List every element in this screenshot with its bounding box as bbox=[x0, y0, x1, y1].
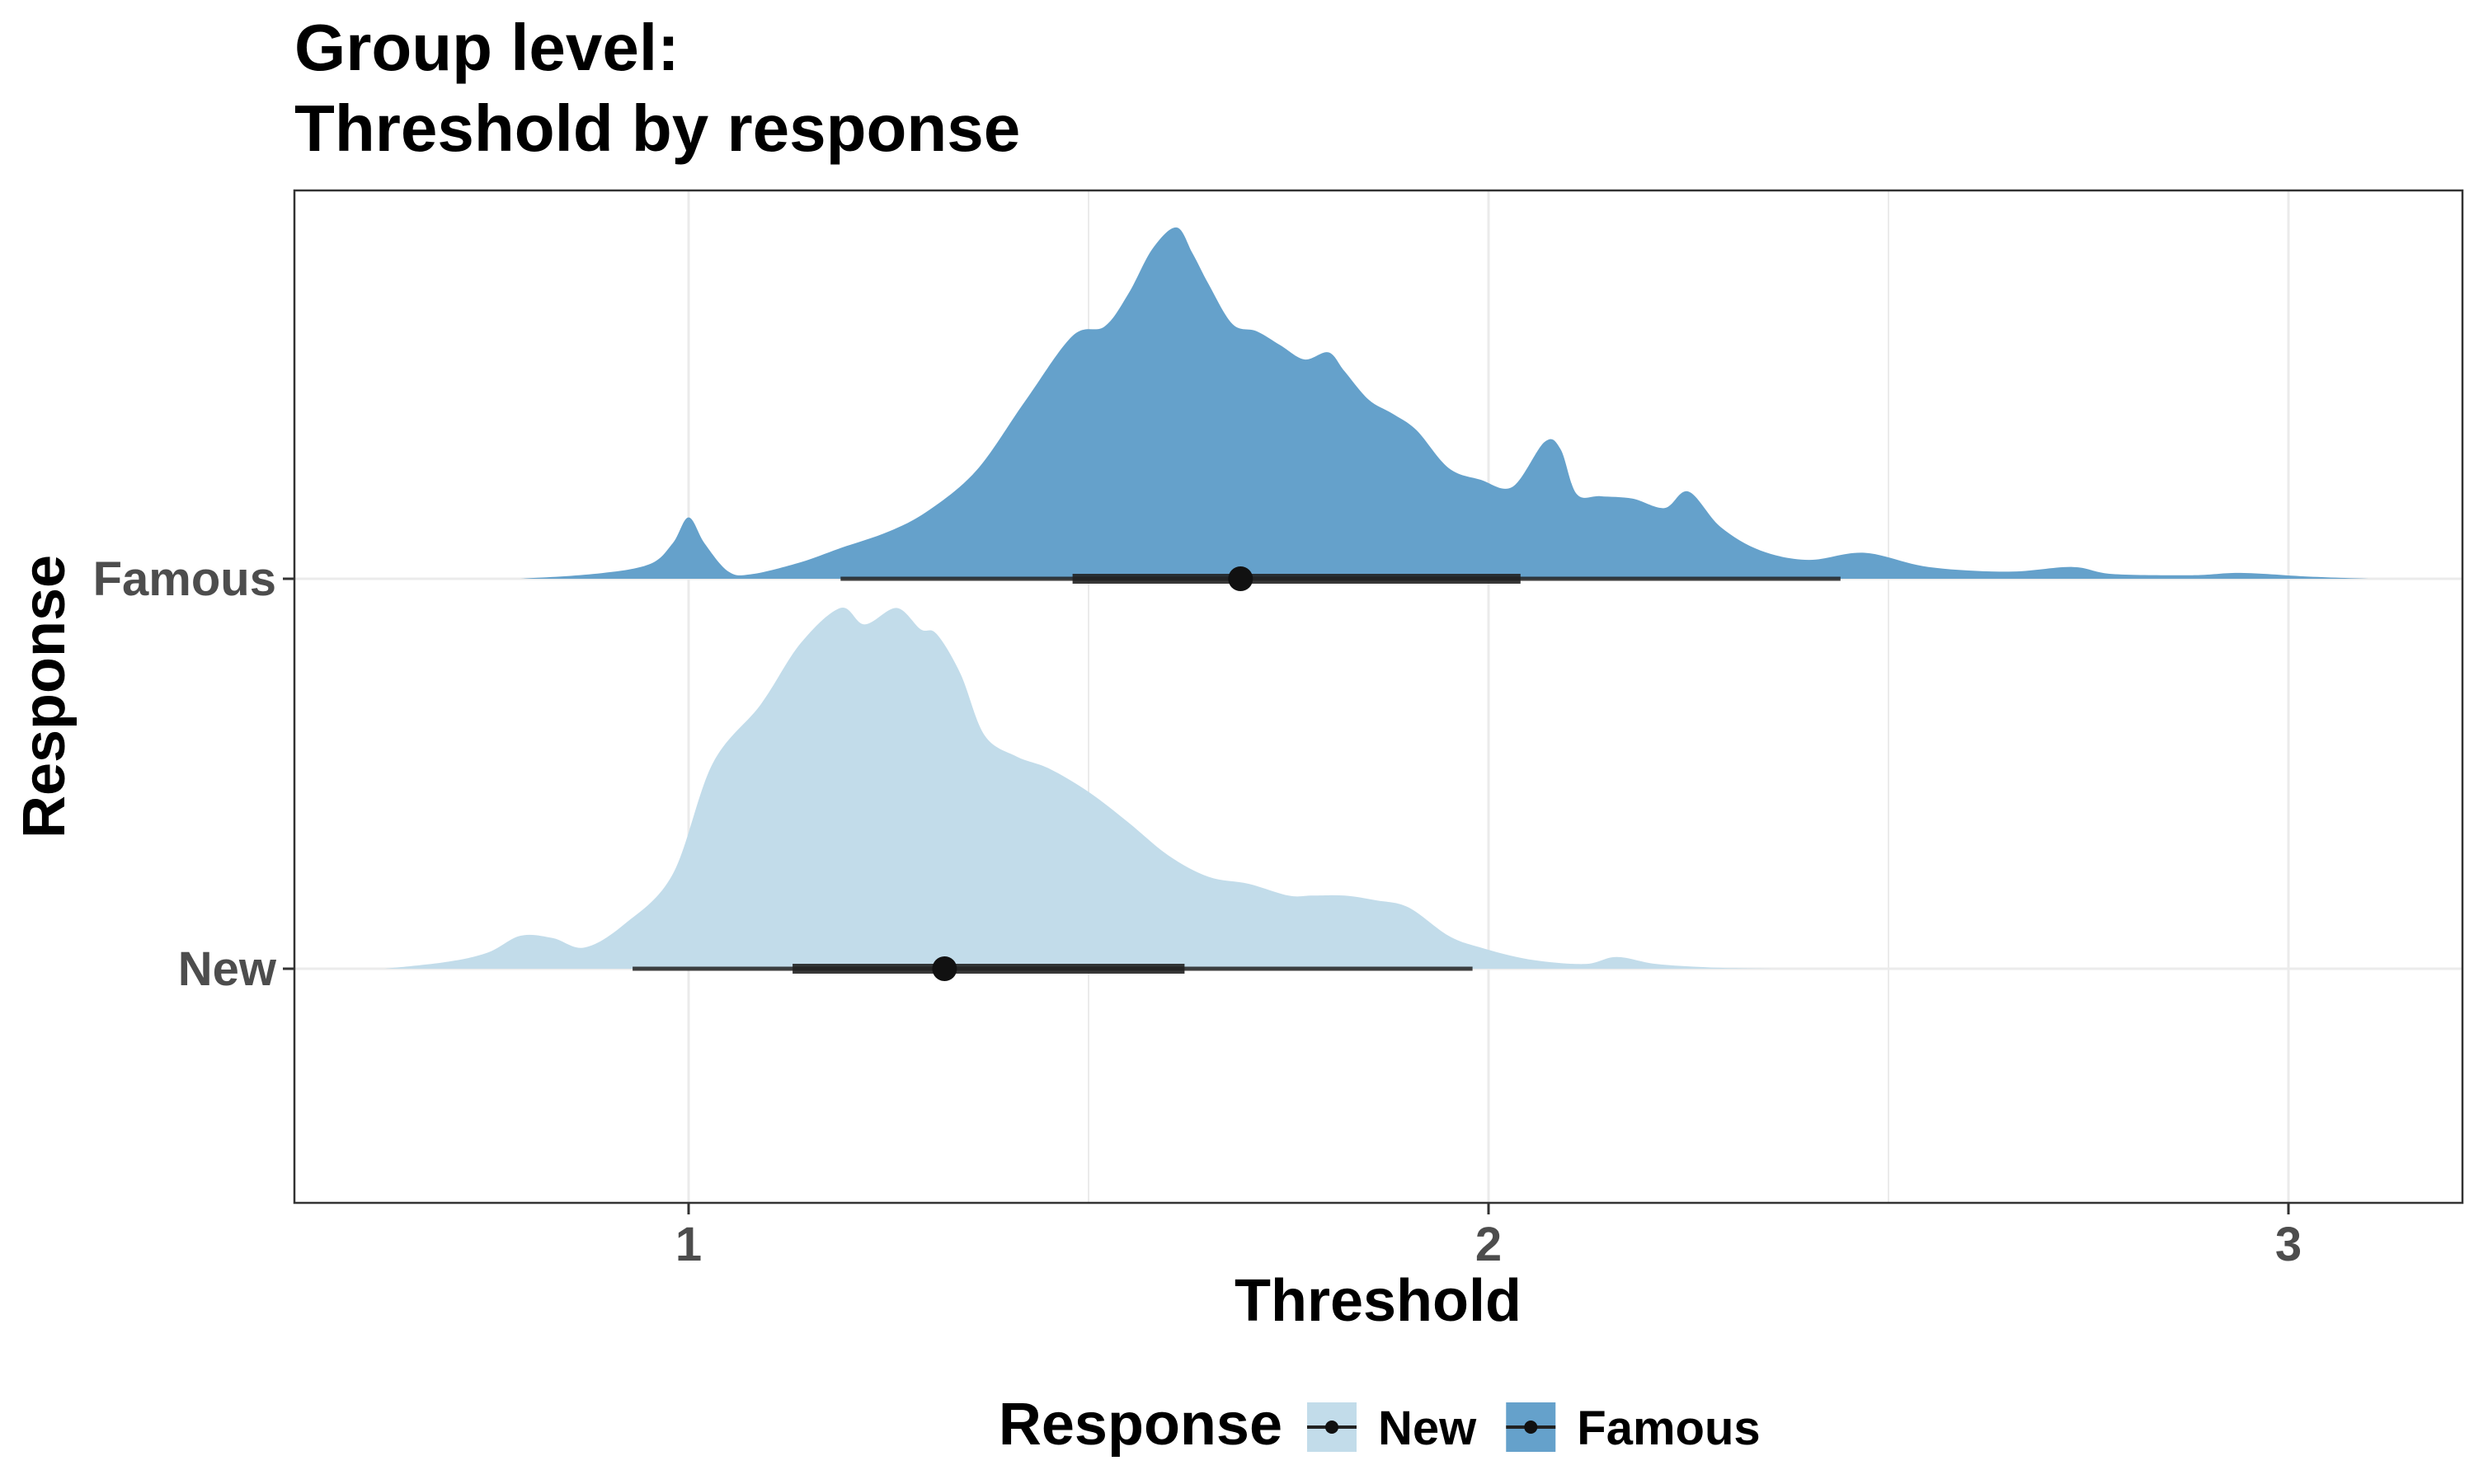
x-tick-label: 1 bbox=[675, 1218, 702, 1271]
legend-label-famous: Famous bbox=[1577, 1402, 1760, 1455]
point-estimate-famous bbox=[1228, 566, 1253, 591]
y-tick-label: Famous bbox=[93, 552, 276, 606]
legend-key-point-new bbox=[1325, 1421, 1338, 1434]
legend-title: Response bbox=[999, 1392, 1282, 1458]
legend: Response New Famous bbox=[999, 1392, 1761, 1458]
legend-key-point-famous bbox=[1524, 1421, 1538, 1434]
chart-title-line-1: Group level: bbox=[294, 11, 680, 84]
x-axis-title: Threshold bbox=[1235, 1268, 1522, 1334]
panel-border bbox=[293, 189, 2464, 1205]
y-axis-title: Response bbox=[12, 555, 78, 838]
intervals bbox=[633, 566, 1841, 981]
chart-title: Group level: Threshold by response bbox=[294, 11, 1020, 165]
x-tick-label: 2 bbox=[1475, 1218, 1502, 1271]
axes: 1 2 3 New Famous bbox=[93, 552, 2302, 1271]
chart-title-line-2: Threshold by response bbox=[294, 92, 1020, 165]
density-famous bbox=[520, 227, 2368, 579]
point-estimate-new bbox=[932, 956, 957, 981]
density-new bbox=[384, 607, 1777, 969]
legend-entries: New Famous bbox=[1307, 1402, 1761, 1455]
y-tick-label: New bbox=[178, 942, 277, 996]
x-tick-label: 3 bbox=[2275, 1218, 2302, 1271]
grid bbox=[294, 190, 2462, 1203]
density-areas bbox=[384, 227, 2368, 969]
legend-label-new: New bbox=[1378, 1402, 1477, 1455]
